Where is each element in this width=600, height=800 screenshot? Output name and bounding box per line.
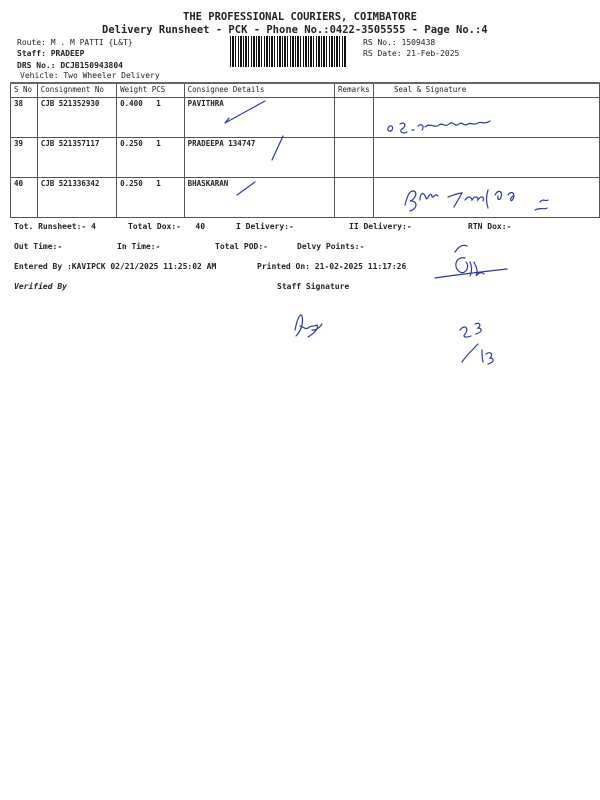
sno: 39: [10, 137, 38, 178]
ii-delivery: II Delivery:-: [349, 222, 412, 231]
entered-by: Entered By :KAVIPCK 02/21/2025 11:25:02 …: [14, 262, 217, 271]
consignment-no: CJB 521352930: [36, 97, 118, 138]
seal-signature: [373, 97, 600, 138]
rs-no: RS No.: 1509438: [363, 38, 436, 47]
out-time: Out Time:-: [14, 242, 63, 251]
consignment-no: CJB 521336342: [36, 177, 118, 218]
delvy-points: Delvy Points:-: [297, 242, 365, 251]
total-pod: Total POD:-: [215, 242, 268, 251]
tick-mark: [224, 100, 266, 124]
weight-pcs: 0.250 1: [116, 177, 185, 218]
vehicle: Vehicle: Two Wheeler Delivery: [20, 71, 160, 80]
table-row: 40 CJB 521336342 0.250 1 BHASKARAN: [10, 177, 600, 218]
handwritten-note: [459, 322, 494, 365]
tick-mark: [236, 181, 256, 196]
weight: 0.250: [120, 139, 143, 148]
route: Route: M . M PATTI {L&T}: [17, 38, 133, 47]
runsheet-table: S No Consignment No Weight PCS Consignee…: [10, 82, 600, 218]
total-dox: Total Dox:- 40: [128, 222, 206, 231]
pcs: 1: [156, 179, 161, 188]
table-row: 38 CJB 521352930 0.400 1 PAVITHRA: [10, 97, 600, 138]
i-delivery: I Delivery:-: [236, 222, 294, 231]
weight: 0.400: [120, 99, 143, 108]
seal-signature: [373, 137, 600, 178]
weight-pcs: 0.400 1: [116, 97, 185, 138]
in-time: In Time:-: [117, 242, 161, 251]
runsheet-subtitle: Delivery Runsheet - PCK - Phone No.:0422…: [102, 24, 488, 36]
staff-signature: [434, 244, 508, 279]
barcode: [230, 36, 347, 67]
table-row: 39 CJB 521357117 0.250 1 PRADEEPA 134747: [10, 137, 600, 178]
pcs: 1: [156, 139, 161, 148]
verified-by: Verified By: [14, 282, 67, 291]
consignee: BHASKARAN: [183, 177, 336, 218]
tick-mark: [271, 135, 284, 161]
staff: Staff: PRADEEP: [17, 49, 85, 58]
signature-row-40: [404, 189, 549, 212]
company-title: THE PROFESSIONAL COURIERS, COIMBATORE: [183, 11, 417, 23]
drs-no: DRS No.: DCJB150943804: [17, 61, 123, 70]
pcs: 1: [156, 99, 161, 108]
printed-on: Printed On: 21-02-2025 11:17:26: [257, 262, 407, 271]
weight-pcs: 0.250 1: [116, 137, 185, 178]
consignment-no: CJB 521357117: [36, 137, 118, 178]
rs-date: RS Date: 21-Feb-2025: [363, 49, 460, 58]
verifier-initials: [294, 314, 323, 338]
remarks: [334, 137, 375, 178]
signature-row-38: [387, 120, 491, 134]
tot-runsheet: Tot. Runsheet:- 4: [14, 222, 96, 231]
weight: 0.250: [120, 179, 143, 188]
staff-signature-label: Staff Signature: [277, 282, 350, 291]
rtn-dox: RTN Dox:-: [468, 222, 512, 231]
